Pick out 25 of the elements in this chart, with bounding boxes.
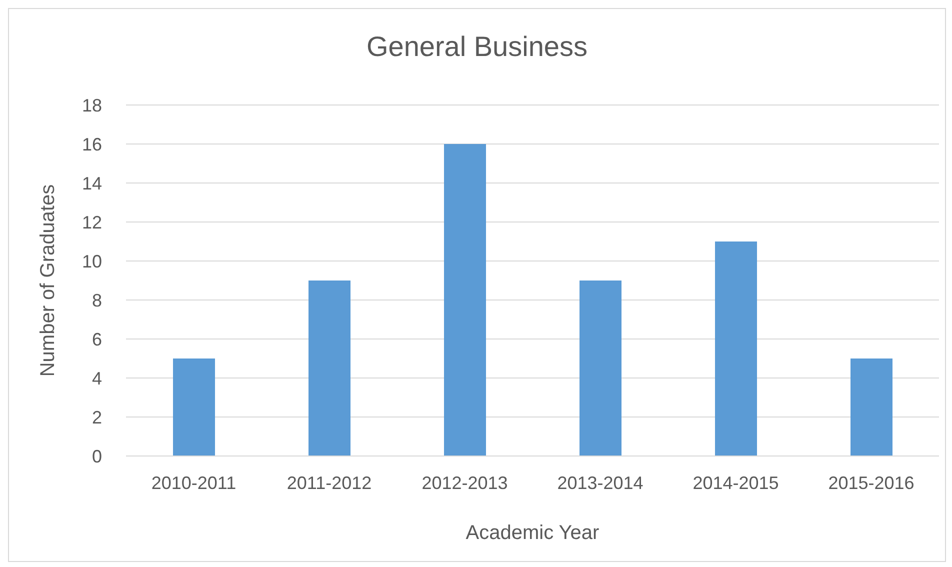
bar — [444, 144, 486, 456]
y-tick-label: 8 — [92, 290, 102, 310]
y-tick-label: 2 — [92, 407, 102, 428]
x-tick-label: 2011-2012 — [286, 472, 372, 493]
x-tick-label: 2015-2016 — [828, 472, 914, 493]
x-tick-label: 2014-2015 — [692, 472, 779, 493]
x-axis-title: Academic Year — [466, 522, 600, 544]
y-tick-label: 10 — [82, 251, 102, 272]
bar — [580, 280, 622, 456]
chart-title: General Business — [365, 31, 588, 63]
y-tick-label: 12 — [82, 212, 102, 232]
x-tick-label: 2012-2013 — [422, 472, 508, 493]
x-tick-label: 2010-2011 — [151, 472, 236, 493]
bar — [308, 280, 350, 456]
y-tick-label: 0 — [92, 446, 102, 466]
y-tick-label: 14 — [82, 173, 102, 194]
y-tick-label: 18 — [82, 95, 102, 116]
x-tick-label: 2013-2014 — [557, 472, 644, 493]
y-tick-label: 16 — [82, 134, 102, 154]
y-tick-label: 4 — [92, 368, 102, 388]
bar — [850, 358, 892, 456]
bar — [173, 358, 215, 456]
y-tick-label: 6 — [92, 329, 102, 350]
y-axis-title: Number of Graduates — [37, 184, 60, 377]
bar — [715, 242, 757, 456]
